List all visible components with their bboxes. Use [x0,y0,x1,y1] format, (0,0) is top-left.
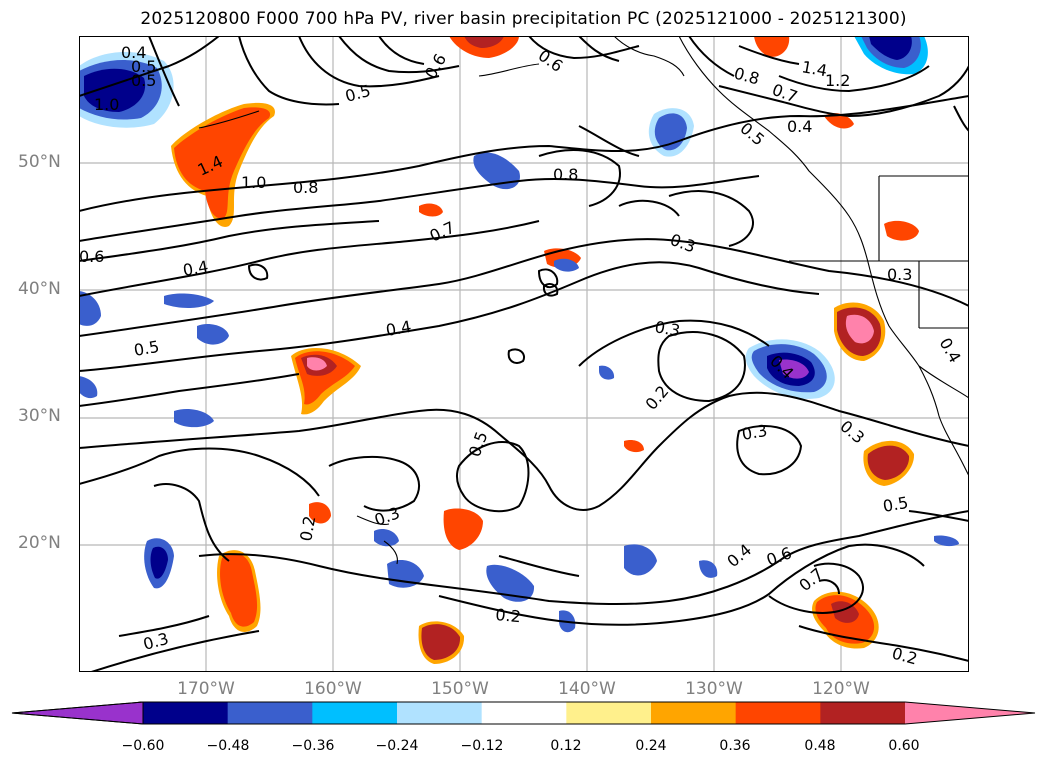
longitude-label: 140°W [558,679,616,699]
contour-label: 0.3 [887,265,912,284]
precip-area-hawaii-red-center [418,508,483,664]
contour-label: 0.6 [764,543,794,570]
contour-label: 1.0 [241,173,266,192]
figure-title: 2025120800 F000 700 hPa PV, river basin … [140,9,907,29]
colorbar-tick-label: 0.24 [635,738,667,754]
precip-area-hawaii-blue [387,544,718,633]
colorbar-tick-label: −0.60 [121,738,165,754]
contour-label: 0.3 [653,317,681,340]
contour-label: 0.5 [132,337,160,360]
contour-label: 0.2 [495,605,522,626]
contour-label: 0.5 [343,81,373,106]
colorbar-tick-label: 0.36 [719,738,751,754]
colorbar-segment [227,702,313,724]
longitude-label: 130°W [685,679,743,699]
contour-label: 0.8 [732,64,762,89]
precip-area-offshore-blue [554,258,615,380]
contour-label: 0.4 [384,317,412,340]
coastlines [198,36,969,565]
longitude-label: 150°W [431,679,489,699]
colorbar-tick-label: −0.36 [291,738,335,754]
colorbar-segment [735,702,821,724]
colorbar-segment [312,702,398,724]
contour-label: 0.2 [890,644,920,669]
colorbar-extend-max [905,702,1035,724]
longitude-label: 120°W [812,679,870,699]
colorbar-tick-label: −0.24 [375,738,419,754]
contour-label: 0.5 [881,493,909,516]
colorbar-extend-min [12,702,143,724]
contour-label: 0.6 [79,247,104,266]
colorbar-segment [820,702,906,724]
contour-label: 0.4 [936,335,965,367]
contour-label: 0.4 [121,43,146,62]
colorbar [11,701,1036,725]
precip-area-hawaii-red-west [217,502,331,632]
contour-label: 0.5 [131,57,156,76]
contour-label: 0.8 [553,165,578,184]
contour-label: 0.4 [787,117,812,136]
contour-label: 0.3 [372,503,402,530]
colorbar-tick-label: −0.12 [460,738,504,754]
precip-area-central-blue [79,291,229,428]
colorbar-tick-label: 0.48 [804,738,836,754]
latitude-label: 30°N [18,406,61,426]
colorbar-segment [397,702,483,724]
contour-label: 1.0 [94,95,119,114]
latitude-label: 40°N [18,279,61,299]
precip-area-central-pacific-red [291,347,361,415]
colorbar-tick-label: −0.48 [206,738,250,754]
contour-label: 0.6 [535,46,567,76]
colorbar-segment [566,702,652,724]
contour-label: 0.2 [296,514,319,542]
contour-label: 1.2 [825,71,850,90]
contour-label: 0.7 [795,564,827,595]
contour-label: 0.8 [293,178,318,197]
contour-label: 0.3 [668,230,698,257]
precip-area-aleutian-red [449,36,790,58]
precip-area-gulf-alaska-red [171,102,275,227]
contour-label: 0.7 [427,218,458,246]
colorbar-segment [143,702,229,724]
precip-area-northwest-blue [854,36,928,75]
precip-area-southern-california-red [863,440,915,486]
contour-label: 1.4 [800,57,828,80]
colorbar-segment [651,702,737,724]
contour-label: 0.7 [770,80,800,107]
longitude-label: 160°W [304,679,362,699]
precip-area-california-pink [834,302,886,361]
contour-label: 0.3 [740,421,768,444]
contour-label: 0.6 [421,50,450,82]
contour-label: 0.4 [181,257,209,280]
map-panel: 0.4 0.5 0.5 1.0 1.4 1.0 0.8 0.5 0.6 0.6 … [79,36,969,672]
longitude-label: 170°W [177,679,235,699]
latitude-label: 50°N [18,152,61,172]
colorbar-tick-label: 0.60 [888,738,920,754]
pv-contours [79,36,969,672]
precip-area-subtropical-blue [144,529,959,589]
latitude-label: 20°N [18,533,61,553]
contour-label: 0.5 [131,71,156,90]
colorbar-segment [481,702,567,724]
contour-label: 0.5 [465,429,492,459]
precip-area-northeast-blue [745,339,835,399]
colorbar-tick-label: 0.12 [550,738,582,754]
